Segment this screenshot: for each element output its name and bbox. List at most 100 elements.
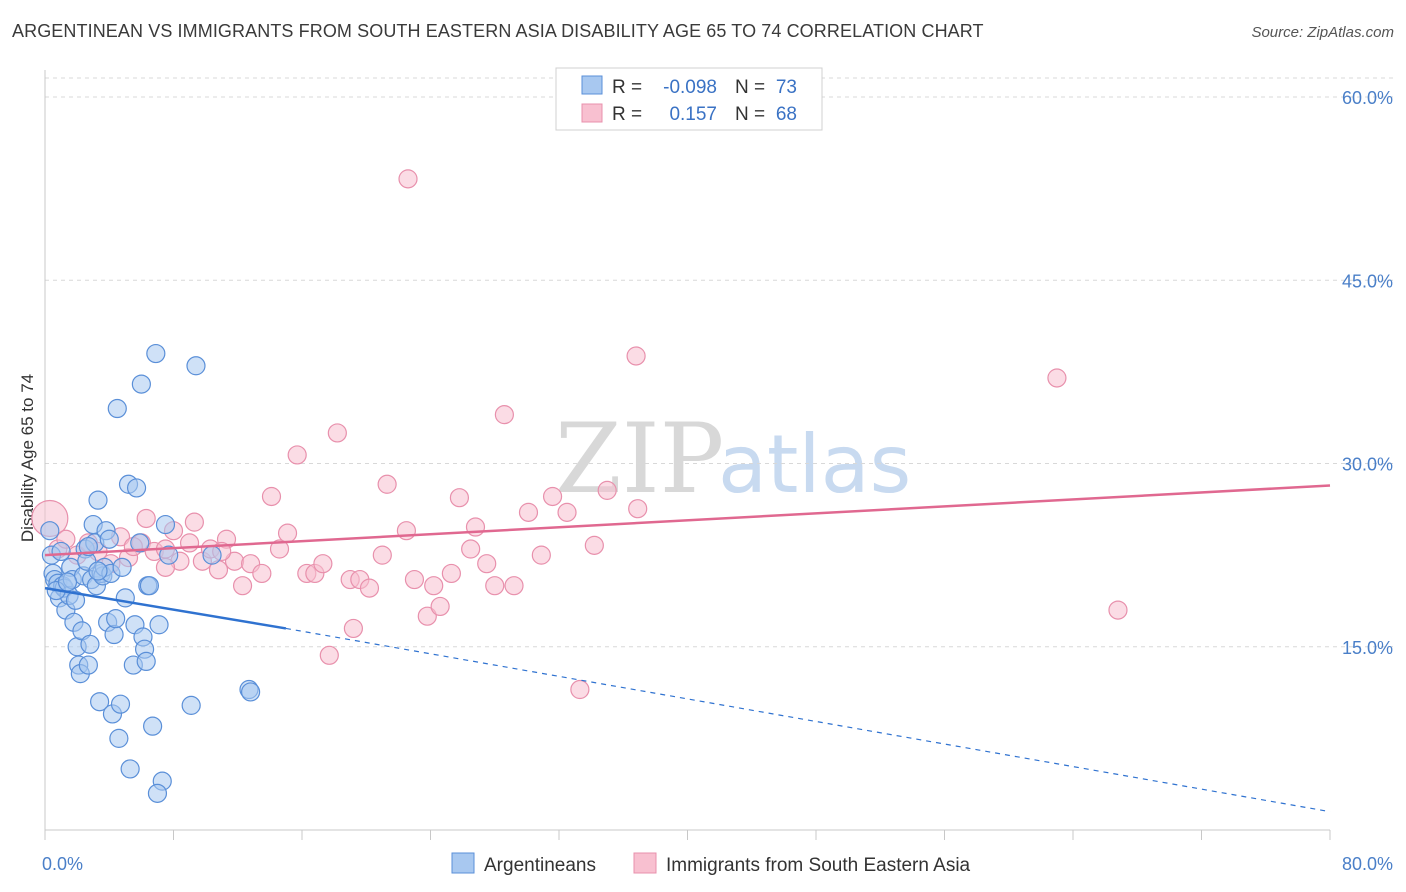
legend-box: R = -0.098 N = 73 R = 0.157 N = 68 <box>555 67 823 131</box>
blue-trend-line <box>44 586 287 630</box>
legend-r-label-pink: R = <box>612 104 642 125</box>
x-tick-marks <box>44 830 1331 840</box>
blue-point <box>107 398 127 419</box>
pink-point <box>1108 600 1128 620</box>
legend-r-label-blue: R = <box>612 77 642 98</box>
pink-point <box>319 645 339 665</box>
blue-point <box>181 695 201 715</box>
blue-point <box>202 545 222 565</box>
blue-point <box>139 576 160 596</box>
legend-n-value-pink: 68 <box>776 104 797 125</box>
blue-point <box>136 651 156 672</box>
chart-title: ARGENTINEAN VS IMMIGRANTS FROM SOUTH EAS… <box>12 21 984 41</box>
pink-point <box>461 539 481 559</box>
blue-point <box>88 561 108 581</box>
trend-lines <box>44 484 1331 813</box>
pink-point <box>184 512 204 532</box>
blue-point <box>40 521 60 541</box>
pink-point <box>404 569 425 590</box>
pink-point <box>269 539 290 559</box>
pink-point <box>261 486 282 507</box>
pink-point <box>424 576 444 596</box>
bottom-legend: Argentineans Immigrants from South Easte… <box>451 852 971 876</box>
pink-point <box>252 563 272 584</box>
y-tick-label-45: 45.0% <box>1342 271 1393 291</box>
pink-point <box>359 578 380 598</box>
blue-point <box>186 356 206 376</box>
blue-point <box>146 343 166 364</box>
pink-trend-line <box>44 484 1331 557</box>
pink-point <box>504 576 524 596</box>
pink-point <box>584 535 604 555</box>
blue-point <box>104 624 124 645</box>
pink-point <box>518 502 539 522</box>
pink-point <box>327 423 347 443</box>
pink-point <box>626 346 646 366</box>
x-tick-label-max: 80.0% <box>1342 854 1393 874</box>
pink-point <box>494 405 514 425</box>
blue-point <box>149 615 169 635</box>
pink-point <box>542 486 563 507</box>
y-tick-label-30: 30.0% <box>1342 455 1393 475</box>
blue-point <box>106 609 126 629</box>
pink-point <box>449 488 470 508</box>
blue-point <box>65 590 86 610</box>
legend-blue-swatch <box>581 75 603 95</box>
pink-point <box>232 576 253 596</box>
blue-point <box>112 557 132 577</box>
pink-point <box>372 545 392 565</box>
blue-point <box>99 529 119 549</box>
watermark: ZIP atlas <box>555 403 911 515</box>
blue-point <box>78 536 98 557</box>
blue-point <box>90 692 110 712</box>
blue-point <box>80 634 100 654</box>
blue-point <box>57 572 78 592</box>
pink-point <box>485 576 505 596</box>
legend-pink-swatch <box>581 103 603 123</box>
blue-point <box>155 514 176 535</box>
pink-point <box>398 169 418 189</box>
watermark-atlas: atlas <box>718 418 911 511</box>
y-tick-labels: 15.0% 30.0% 45.0% 60.0% <box>1342 88 1393 658</box>
blue-point <box>143 716 163 736</box>
pink-point <box>570 679 590 700</box>
legend-r-value-blue: -0.098 <box>663 77 717 98</box>
legend-n-label-pink: N = <box>735 104 765 125</box>
bottom-legend-blue-label: Argentineans <box>484 855 596 876</box>
blue-point <box>131 374 151 394</box>
blue-point <box>78 655 98 675</box>
y-tick-label-15: 15.0% <box>1342 638 1393 658</box>
pink-point <box>628 499 648 519</box>
x-tick-label-min: 0.0% <box>42 854 83 874</box>
blue-point <box>120 759 140 779</box>
blue-trend-line-dashed <box>285 627 1331 813</box>
legend-r-value-pink: 0.157 <box>669 104 717 125</box>
pink-point <box>377 474 397 494</box>
legend-n-value-blue: 73 <box>776 77 797 98</box>
source-label: Source: ZipAtlas.com <box>1251 24 1394 41</box>
pink-point <box>313 554 333 574</box>
bottom-legend-pink-swatch <box>633 852 657 874</box>
pink-point <box>430 596 450 617</box>
pink-point <box>277 523 298 543</box>
watermark-zip: ZIP <box>555 403 724 515</box>
pink-point <box>136 508 156 529</box>
legend-n-label-blue: N = <box>735 77 765 98</box>
y-tick-label-60: 60.0% <box>1342 88 1393 108</box>
blue-point <box>110 694 131 714</box>
pink-point <box>477 554 497 574</box>
pink-point <box>441 563 461 584</box>
bottom-legend-blue-swatch <box>451 852 475 874</box>
pink-series-points <box>31 169 1128 700</box>
blue-series-points <box>40 343 261 803</box>
pink-point <box>343 618 363 639</box>
blue-point <box>241 682 261 702</box>
pink-point <box>597 480 617 500</box>
blue-point <box>88 490 108 510</box>
blue-point <box>126 478 147 498</box>
blue-point <box>115 588 135 608</box>
pink-point <box>179 533 200 553</box>
pink-point <box>1047 368 1067 388</box>
blue-point <box>159 545 179 565</box>
